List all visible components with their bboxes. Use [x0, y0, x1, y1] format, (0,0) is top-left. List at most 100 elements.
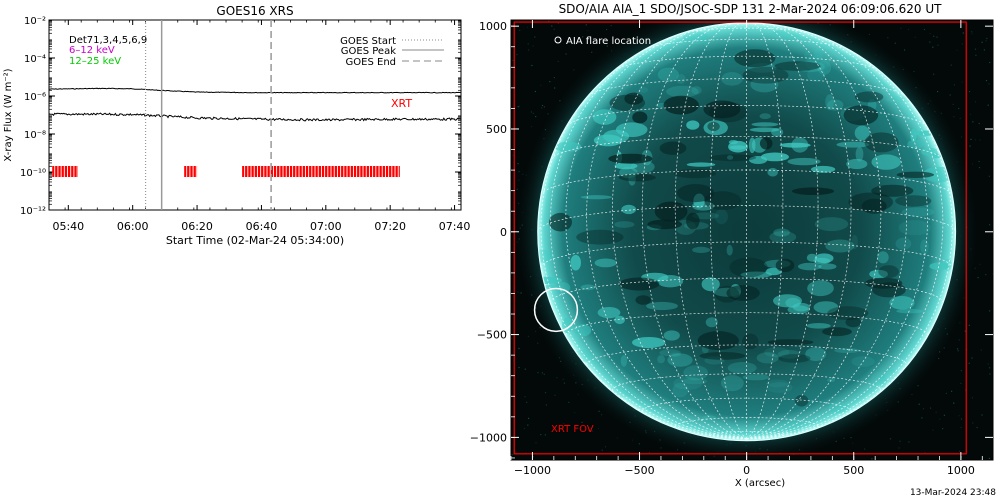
- dark-filament: [775, 258, 795, 273]
- goes-title: GOES16 XRS: [216, 4, 293, 18]
- dark-filament: [608, 153, 653, 164]
- active-region-blob: [814, 217, 849, 232]
- dark-filament: [618, 173, 656, 182]
- dark-filament: [709, 102, 748, 123]
- corona-speckle: [648, 451, 650, 454]
- active-region-blob: [715, 209, 728, 225]
- corona-speckle: [531, 126, 533, 128]
- goes-series: [48, 87, 462, 122]
- corona-speckle: [900, 27, 902, 29]
- goes-y-tick-label: 10⁻⁸: [24, 130, 46, 141]
- corona-speckle: [986, 37, 988, 39]
- goes-y-axis-title: X-ray Flux (W m⁻²): [3, 68, 14, 161]
- goes-x-tick-label: 06:20: [181, 220, 213, 233]
- corona-speckle: [541, 104, 544, 107]
- corona-speckle: [610, 25, 612, 27]
- active-region-blob: [901, 207, 935, 217]
- dark-filament: [659, 141, 687, 155]
- active-region-blob: [784, 419, 802, 434]
- corona-speckle: [549, 81, 551, 83]
- grid-line: [746, 23, 882, 440]
- corona-speckle: [534, 36, 536, 38]
- corona-speckle: [930, 407, 932, 409]
- grid-line: [586, 25, 747, 440]
- active-region-blob: [614, 315, 625, 325]
- corona-speckle: [518, 105, 521, 107]
- grid-line: [746, 23, 852, 440]
- active-region-blob: [570, 254, 581, 271]
- corona-speckle: [937, 91, 939, 93]
- corona-speckle: [537, 342, 539, 344]
- corona-speckle: [907, 28, 910, 31]
- active-region-blob: [683, 365, 708, 381]
- corona-speckle: [537, 372, 539, 374]
- corona-speckle: [587, 30, 589, 32]
- aia-y-tick-label: 500: [486, 123, 507, 136]
- corona-speckle: [574, 43, 576, 45]
- aia-image-panel: SDO/AIA AIA_1 SDO/JSOC-SDP 131 2-Mar-202…: [470, 2, 994, 489]
- active-region-blob: [854, 125, 870, 141]
- corona-speckle: [898, 447, 900, 449]
- creation-timestamp: 13-Mar-2024 23:48: [910, 488, 996, 498]
- active-region-blob: [704, 356, 725, 365]
- corona-speckle: [958, 415, 960, 417]
- corona-speckle: [978, 160, 980, 163]
- corona-speckle: [541, 372, 543, 374]
- active-region-blob: [748, 137, 756, 154]
- dark-filament: [878, 265, 899, 278]
- corona-speckle: [960, 370, 962, 372]
- corona-speckle: [556, 377, 558, 379]
- corona-speckle: [519, 29, 521, 31]
- goes-xrs-plot: GOES16 XRS 05:40 06:00 06:20 06:40 07:00 07:2…: [3, 4, 470, 247]
- corona-speckle: [517, 291, 519, 293]
- active-region-blob: [686, 120, 700, 130]
- corona-speckle: [554, 394, 556, 396]
- legend-goes-start: GOES Start: [340, 36, 396, 47]
- corona-speckle: [971, 33, 973, 35]
- active-region-blob: [792, 302, 810, 312]
- active-region-blob: [773, 294, 802, 308]
- dark-filament: [703, 100, 741, 119]
- corona-speckle: [553, 77, 555, 79]
- corona-speckle: [574, 412, 576, 414]
- aia-x-tick-label: 1000: [947, 464, 975, 477]
- dark-filament: [673, 169, 717, 179]
- active-region-blob: [804, 48, 833, 63]
- dark-filament: [647, 219, 682, 230]
- dark-filament: [676, 184, 715, 203]
- grid-line: [710, 22, 747, 440]
- active-region-blob: [537, 249, 555, 263]
- corona-speckle: [981, 414, 983, 416]
- active-region-blob: [702, 415, 717, 422]
- corona-speckle: [961, 81, 963, 83]
- active-region-blob: [944, 258, 952, 271]
- dark-filament: [854, 91, 884, 103]
- corona-speckle: [523, 427, 525, 430]
- corona-speckle: [988, 83, 990, 85]
- corona-speckle: [969, 145, 971, 147]
- dark-filament: [618, 277, 660, 291]
- dark-filament: [697, 331, 739, 351]
- corona-speckle: [957, 350, 959, 352]
- corona-speckle: [980, 349, 982, 351]
- active-region-blob: [771, 128, 784, 137]
- corona-speckle: [988, 175, 990, 177]
- corona-speckle: [518, 347, 520, 350]
- active-region-blob: [580, 195, 613, 200]
- corona-speckle: [971, 397, 973, 399]
- active-region-blob: [630, 160, 655, 174]
- active-region-blob: [806, 253, 818, 262]
- corona-speckle: [923, 28, 926, 31]
- goes-x-tick-label: 06:40: [246, 220, 278, 233]
- dark-filament: [632, 111, 648, 124]
- grid-line: [746, 28, 928, 440]
- corona-speckle: [518, 366, 520, 369]
- dark-filament: [714, 285, 740, 303]
- corona-speckle: [989, 224, 991, 226]
- corona-speckle: [527, 424, 529, 426]
- corona-speckle: [960, 418, 963, 420]
- aia-x-tick-label: −1000: [514, 464, 551, 477]
- corona-speckle: [852, 442, 854, 444]
- active-region-blob: [759, 113, 771, 120]
